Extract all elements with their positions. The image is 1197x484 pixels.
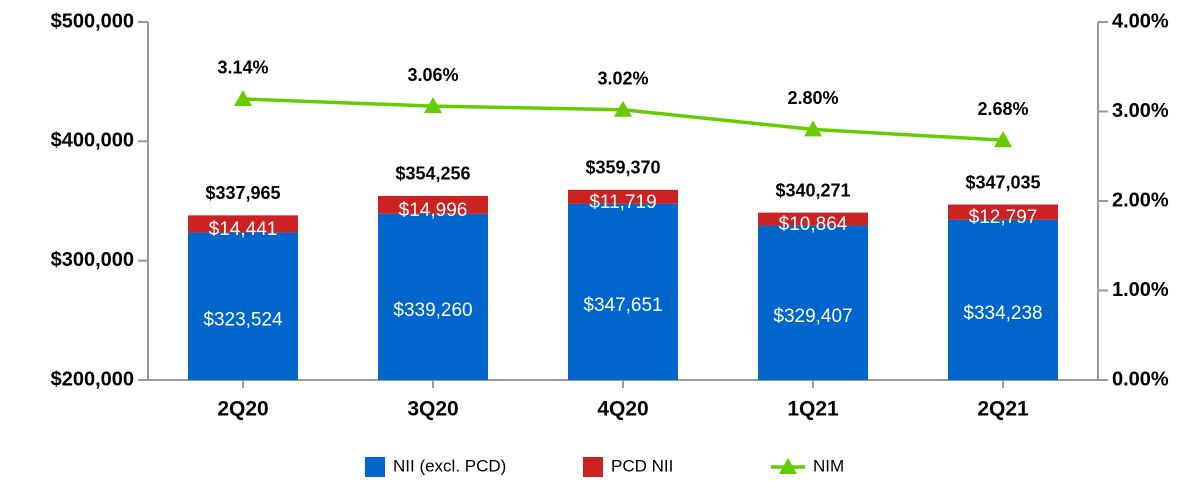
legend-label: NIM (813, 456, 844, 475)
total-label: $340,271 (775, 180, 850, 200)
total-label: $337,965 (205, 183, 280, 203)
total-label: $347,035 (965, 172, 1040, 192)
line-marker (614, 100, 632, 117)
line-label: 3.02% (597, 68, 648, 88)
line-label: 3.14% (217, 58, 268, 78)
segment-label: $323,524 (203, 309, 283, 330)
y2-tick-label: 2.00% (1112, 189, 1169, 211)
y2-tick-label: 3.00% (1112, 100, 1169, 122)
segment-label: $14,441 (209, 219, 278, 240)
segment-label: $347,651 (583, 295, 662, 316)
legend-swatch (365, 457, 385, 477)
y-tick-label: $400,000 (51, 130, 134, 152)
bar-segment (378, 213, 488, 380)
y-tick-label: $300,000 (51, 249, 134, 271)
legend-label: PCD NII (611, 456, 673, 475)
line-label: 3.06% (407, 65, 458, 85)
legend-marker (779, 458, 797, 474)
segment-label: $10,864 (779, 214, 848, 235)
bar-segment (378, 195, 488, 214)
y-tick-label: $500,000 (51, 10, 134, 32)
total-label: $354,256 (395, 164, 470, 184)
line-marker (994, 131, 1012, 148)
bar-segment (188, 215, 298, 233)
bar-segment (188, 232, 298, 380)
y2-tick-label: 4.00% (1112, 10, 1169, 32)
bar-segment (948, 204, 1058, 220)
bar-segment (758, 212, 868, 226)
segment-label: $339,260 (393, 300, 472, 321)
bar-segment (758, 225, 868, 380)
line-marker (804, 120, 822, 137)
line-marker (234, 89, 252, 106)
line-label: 2.68% (977, 99, 1028, 119)
segment-label: $11,719 (589, 192, 656, 213)
bar-segment (568, 189, 678, 204)
x-tick-label: 2Q20 (217, 398, 268, 421)
y2-tick-label: 0.00% (1112, 368, 1169, 390)
segment-label: $329,407 (773, 306, 852, 327)
segment-label: $14,996 (399, 200, 468, 221)
segment-label: $12,797 (969, 207, 1038, 228)
legend-swatch (583, 457, 603, 477)
x-tick-label: 1Q21 (787, 398, 839, 421)
y-tick-label: $200,000 (51, 368, 134, 390)
legend-label: NII (excl. PCD) (393, 456, 506, 475)
x-tick-label: 3Q20 (407, 398, 458, 421)
x-tick-label: 4Q20 (597, 398, 648, 421)
line-marker (424, 97, 442, 114)
bar-segment (568, 203, 678, 380)
bar-segment (948, 219, 1058, 380)
segment-label: $334,238 (963, 303, 1042, 324)
y2-tick-label: 1.00% (1112, 279, 1169, 301)
line-label: 2.80% (787, 88, 838, 108)
total-label: $359,370 (585, 158, 660, 178)
x-tick-label: 2Q21 (977, 398, 1029, 421)
